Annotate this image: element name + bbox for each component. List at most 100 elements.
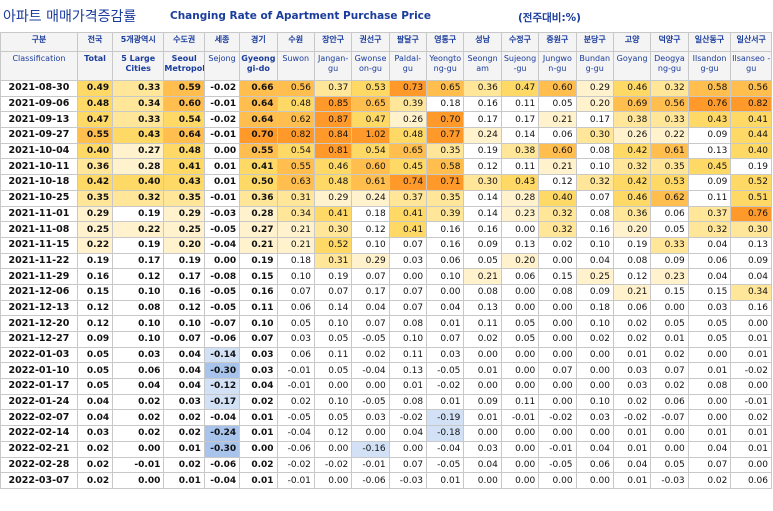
value-cell: 0.65	[351, 95, 390, 113]
date-cell: 2021-12-06	[0, 283, 78, 301]
value-cell: 0.01	[612, 472, 652, 489]
value-cell: 0.73	[388, 80, 428, 97]
table-row: 2022-02-21 0.02 0.00 0.01 -0.30 0.00 -0.06 0.00…	[0, 440, 772, 458]
value-cell: 0.42	[76, 174, 114, 191]
value-cell: 0.04	[463, 456, 502, 474]
value-cell: 0.30	[463, 174, 502, 191]
value-cell: 0.65	[426, 80, 465, 97]
value-cell: 0.52	[730, 174, 772, 191]
value-cell: 0.32	[538, 205, 577, 223]
value-cell: 0.17	[463, 111, 502, 129]
value-cell: 0.10	[351, 236, 390, 254]
value-cell: -0.05	[538, 456, 577, 474]
table-row: 2021-09-06 0.48 0.34 0.60 -0.01 0.64 0.48 0.85 0…	[0, 95, 772, 113]
value-cell: 0.12	[463, 158, 502, 176]
value-cell: 0.00	[203, 142, 241, 160]
value-cell: 0.00	[538, 252, 577, 270]
value-cell: 0.01	[239, 409, 278, 427]
value-cell: 0.19	[612, 236, 652, 254]
value-cell: 0.07	[388, 299, 428, 317]
date-cell: 2021-11-22	[0, 252, 78, 270]
value-cell: 0.17	[500, 111, 540, 129]
value-cell: 0.16	[426, 221, 465, 238]
value-cell: 0.07	[388, 456, 428, 474]
value-cell: 0.81	[313, 142, 353, 160]
value-cell: 0.29	[76, 205, 114, 223]
value-cell: 0.23	[500, 205, 540, 223]
value-cell: 0.16	[463, 221, 502, 238]
value-cell: -0.01	[730, 393, 772, 411]
value-cell: 0.10	[575, 315, 614, 332]
value-cell: 0.00	[500, 378, 540, 395]
value-cell: 0.37	[388, 189, 428, 207]
value-cell: -0.03	[650, 472, 689, 489]
value-cell: 0.00	[500, 362, 540, 380]
column-header-ko: 중원구	[538, 32, 577, 52]
value-cell: 0.04	[239, 378, 278, 395]
column-header-ko: 5개광역시	[112, 32, 165, 52]
value-cell: -0.02	[388, 409, 428, 427]
value-cell: 0.12	[76, 315, 114, 332]
table-row: 2021-10-18 0.42 0.40 0.43 0.01 0.50 0.63 0.48 0.…	[0, 174, 772, 191]
value-cell: 0.14	[463, 205, 502, 223]
value-cell: 0.06	[687, 252, 732, 270]
value-cell: 0.11	[239, 299, 278, 317]
value-cell: -0.02	[612, 409, 652, 427]
column-header-ko: 전국	[76, 32, 114, 52]
value-cell: 0.01	[612, 425, 652, 442]
value-cell: 0.33	[650, 236, 689, 254]
value-cell: 0.71	[426, 174, 465, 191]
value-cell: 0.19	[112, 236, 165, 254]
value-cell: 0.02	[112, 393, 165, 411]
value-cell: 0.28	[500, 189, 540, 207]
value-cell: -0.02	[313, 456, 353, 474]
value-cell: 0.10	[575, 158, 614, 176]
table-row: 2021-10-11 0.36 0.28 0.41 0.01 0.41 0.55 0.46 0.…	[0, 158, 772, 176]
value-cell: 0.46	[313, 158, 353, 176]
value-cell: 0.32	[612, 158, 652, 176]
value-cell: 0.54	[276, 142, 315, 160]
value-cell: 0.10	[388, 331, 428, 348]
value-cell: 0.06	[650, 393, 689, 411]
value-cell: 0.00	[575, 472, 614, 489]
value-cell: 0.21	[612, 283, 652, 301]
value-cell: 0.12	[351, 221, 390, 238]
value-cell: 0.07	[163, 331, 205, 348]
value-cell: -0.02	[426, 378, 465, 395]
value-cell: 0.04	[351, 299, 390, 317]
value-cell: 0.00	[313, 472, 353, 489]
value-cell: 0.02	[730, 409, 772, 427]
table-row: 2021-11-01 0.29 0.19 0.29 -0.03 0.28 0.34 0.41 0…	[0, 205, 772, 223]
value-cell: 0.33	[112, 111, 165, 129]
column-header-en: Seoul Metropolitan	[163, 51, 205, 81]
value-cell: -0.04	[203, 409, 241, 427]
value-cell: 0.23	[650, 268, 689, 285]
value-cell: -0.05	[203, 299, 241, 317]
column-header-ko: 성남	[463, 32, 502, 52]
value-cell: 0.02	[538, 236, 577, 254]
value-cell: 0.12	[163, 299, 205, 317]
value-cell: 0.07	[276, 283, 315, 301]
value-cell: 0.03	[239, 346, 278, 364]
value-cell: 0.09	[575, 283, 614, 301]
date-cell: 2021-08-30	[0, 80, 78, 97]
value-cell: 0.10	[112, 283, 165, 301]
value-cell: 0.01	[687, 425, 732, 442]
value-cell: 0.48	[76, 95, 114, 113]
value-cell: 0.05	[687, 331, 732, 348]
value-cell: 0.36	[612, 205, 652, 223]
date-cell: 2022-02-07	[0, 409, 78, 427]
value-cell: 0.20	[500, 252, 540, 270]
value-cell: 0.56	[650, 95, 689, 113]
value-cell: 0.29	[313, 189, 353, 207]
table-row: 2021-12-20 0.12 0.10 0.10 -0.07 0.10 0.05 0.10 0…	[0, 315, 772, 332]
table-row: 2021-12-06 0.15 0.10 0.16 -0.05 0.16 0.07 0.07 0…	[0, 283, 772, 301]
value-cell: 0.44	[730, 127, 772, 144]
value-cell: 0.00	[203, 252, 241, 270]
column-header-en: Gyeong gi-do	[239, 51, 278, 81]
value-cell: 0.04	[687, 440, 732, 458]
value-cell: 0.04	[163, 362, 205, 380]
value-cell: 0.07	[388, 283, 428, 301]
date-cell: 2021-12-20	[0, 315, 78, 332]
value-cell: 0.00	[687, 409, 732, 427]
